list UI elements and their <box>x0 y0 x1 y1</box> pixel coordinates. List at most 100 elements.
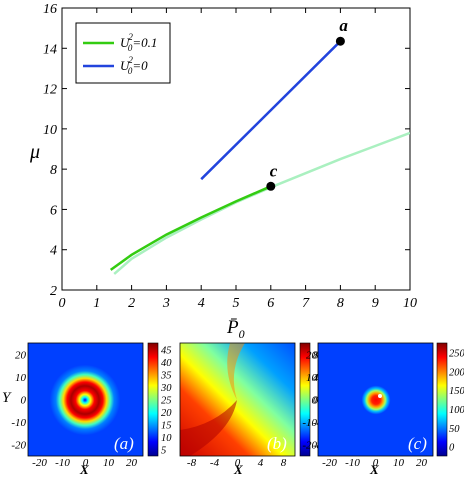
colorbar-tick-label: 4 <box>313 373 319 384</box>
x-tick-label: 3 <box>162 296 170 311</box>
inset-y-tick-label: -10 <box>11 417 26 429</box>
legend-label-series-1: U2 0=0.1 <box>120 32 157 53</box>
inset-x-tick-label: -8 <box>187 457 197 469</box>
inset-x-tick-label: -10 <box>345 457 360 469</box>
series-line-2 <box>200 40 342 181</box>
inset-x-tick-label: 4 <box>258 457 264 469</box>
colorbar-tick-label: 25 <box>161 396 172 407</box>
legend-label-series-1-sub: 0 <box>128 43 133 53</box>
legend-label-series-2-sup: 2 <box>128 55 133 65</box>
colorbar-tick-label: 250 <box>449 348 464 359</box>
inset-x-tick-label: 0 <box>235 457 241 469</box>
inset-y-tick-label: 10 <box>306 372 318 384</box>
inset-b-phase-cut <box>227 343 245 400</box>
x-tick-label: 0 <box>59 296 66 311</box>
inset-y-tick-label: -20 <box>302 440 317 452</box>
inset-b: (b) 8 4 0 -4 -8 -8 -4 0 4 8 X <box>179 342 322 477</box>
legend-label-series-1-rest: =0.1 <box>132 35 157 50</box>
x-tick-label: 6 <box>267 296 274 311</box>
inset-a-x-axis: -20 -10 0 10 20 <box>32 457 137 469</box>
inset-y-tick-label: 20 <box>306 349 318 361</box>
inset-a-frame <box>27 342 144 457</box>
inset-b-panel-label: (b) <box>267 434 287 453</box>
legend-box <box>75 22 171 84</box>
legend-label-series-2-main: U <box>120 58 131 73</box>
colorbar-tick-label: 0 <box>449 443 455 454</box>
y-axis: 2 4 6 8 10 12 14 16 <box>43 2 410 299</box>
inset-b-frame <box>179 342 296 457</box>
inset-a-y-axis: 20 10 0 -10 -20 <box>11 349 26 451</box>
colorbar-tick-label: 35 <box>160 370 172 381</box>
inset-y-tick-label: -10 <box>302 417 317 429</box>
y-tick-label: 10 <box>43 123 57 138</box>
inset-x-tick-label: -20 <box>322 457 337 469</box>
inset-x-tick-label: -20 <box>32 457 47 469</box>
inset-x-tick-label: 0 <box>373 457 379 469</box>
colorbar-tick-label: 100 <box>449 405 464 416</box>
x-tick-label: 8 <box>337 296 344 311</box>
colorbar-tick-label: 8 <box>313 350 319 361</box>
inset-a-colorbar <box>147 342 159 457</box>
inset-b-colorbar <box>299 342 311 457</box>
inset-c-colorbar <box>436 342 448 457</box>
y-tick-label: 14 <box>43 42 57 57</box>
colorbar-tick-label: 150 <box>449 386 464 397</box>
colorbar-tick-label: 50 <box>449 424 460 435</box>
inset-y-tick-label: 0 <box>21 395 27 407</box>
y-tick-label: 6 <box>50 203 57 218</box>
colorbar-tick-label: 10 <box>161 433 172 444</box>
legend: U2 0=0.1 U2 0=0 <box>75 22 171 84</box>
inset-c-x-label: X <box>369 462 379 477</box>
inset-c-colorbar-ticks: 250 200 150 100 50 0 <box>449 348 464 453</box>
x-tick-label: 7 <box>302 296 310 311</box>
y-tick-label: 16 <box>43 2 57 17</box>
colorbar-tick-label: 15 <box>161 421 172 432</box>
colorbar-tick-label: 20 <box>161 408 172 419</box>
colorbar-tick-label: 0 <box>313 396 319 407</box>
point-label-c: c <box>270 161 278 180</box>
inset-a-y-label: Y <box>2 390 12 406</box>
inset-x-tick-label: 10 <box>393 457 405 469</box>
inset-b-x-label: X <box>233 462 243 477</box>
colorbar-tick-label: 200 <box>449 367 464 378</box>
colorbar-tick-label: 30 <box>160 383 172 394</box>
colorbar-tick-label: 40 <box>161 358 172 369</box>
y-axis-label: μ <box>29 141 40 163</box>
x-axis: 0 1 2 3 4 5 6 7 8 9 10 <box>59 8 417 311</box>
point-a <box>335 36 345 46</box>
colorbar-tick-label: 5 <box>161 446 166 457</box>
point-label-a: a <box>339 16 348 35</box>
x-axis-label-sub: 0 <box>239 327 245 341</box>
x-tick-label: 5 <box>233 296 240 311</box>
y-tick-label: 2 <box>50 284 57 299</box>
x-tick-label: 9 <box>372 296 379 311</box>
x-axis-label-main: P̄ <box>226 317 239 338</box>
inset-c-x-axis: -20 -10 0 10 20 <box>322 457 427 469</box>
x-tick-label: 1 <box>93 296 100 311</box>
y-tick-label: 4 <box>50 244 57 259</box>
legend-label-series-2: U2 0=0 <box>120 55 148 76</box>
x-tick-label: 2 <box>128 296 135 311</box>
inset-c-panel-label: (c) <box>408 434 427 453</box>
y-tick-label: 8 <box>50 163 57 178</box>
inset-b-x-axis: -8 -4 0 4 8 <box>187 457 287 469</box>
inset-c-frame <box>317 342 434 457</box>
x-tick-label: 10 <box>403 296 417 311</box>
inset-a-x-label: X <box>79 462 89 477</box>
x-axis-label: P̄0 <box>226 317 245 341</box>
inset-c-spot <box>340 364 412 436</box>
inset-x-tick-label: -10 <box>55 457 70 469</box>
inset-x-tick-label: -4 <box>210 457 220 469</box>
y-tick-label: 12 <box>43 83 57 98</box>
inset-y-tick-label: 20 <box>15 349 27 361</box>
inset-y-tick-label: 0 <box>312 395 318 407</box>
inset-a-panel-label: (a) <box>114 434 134 453</box>
inset-x-tick-label: 20 <box>126 457 138 469</box>
series-layer <box>109 40 410 275</box>
series-line-1 <box>109 185 272 271</box>
